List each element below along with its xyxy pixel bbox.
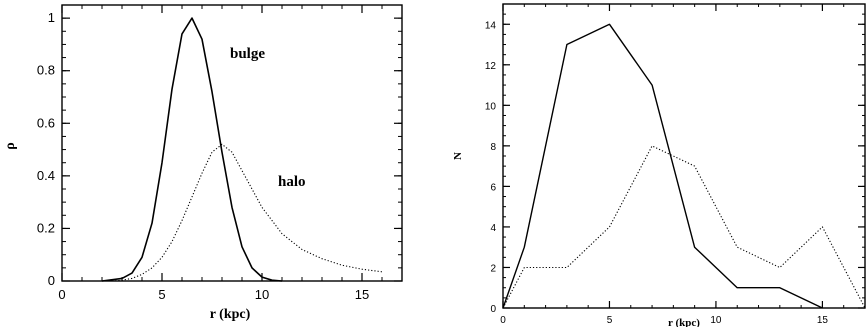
density-chart: 0 5 10 15 0 0.2 0.4 0.6 0.8 1 r (kpc) ρ bulge hal… — [3, 4, 403, 322]
left-y-tick-label: 0.8 — [37, 63, 55, 78]
right-y-tick-label: 2 — [490, 263, 496, 274]
left-y-tick-label: 0.4 — [37, 168, 55, 183]
right-y-tick-label: 14 — [485, 20, 497, 31]
right-xlabel: r (kpc) — [668, 317, 700, 327]
left-x-tick-label: 15 — [355, 287, 369, 302]
right-x-tick-label: 10 — [710, 315, 722, 326]
left-x-tick-label: 0 — [58, 287, 65, 302]
right-y-tick-label: 8 — [490, 142, 496, 153]
right-ticks: 0 5 10 15 0 2 4 6 8 10 12 14 — [485, 3, 866, 326]
right-y-tick-label: 6 — [490, 182, 496, 193]
left-series-halo-line — [111, 143, 383, 282]
left-ylabel: ρ — [3, 142, 18, 150]
annotation-bulge: bulge — [230, 46, 265, 62]
left-plot-frame — [61, 4, 403, 282]
left-xlabel: r (kpc) — [210, 307, 251, 322]
annotation-halo: halo — [278, 174, 306, 190]
left-y-tick-label: 0.2 — [37, 220, 55, 235]
right-y-tick-label: 12 — [485, 61, 497, 72]
left-x-tick-label: 5 — [158, 287, 165, 302]
right-series-solid-0-line — [502, 23, 823, 309]
right-y-tick-label: 4 — [490, 223, 496, 234]
left-series — [101, 17, 383, 282]
left-y-tick-label: 0 — [48, 273, 55, 288]
left-x-tick-label: 10 — [255, 287, 269, 302]
left-y-tick-label: 0.6 — [37, 115, 55, 130]
left-series-bulge-line — [101, 17, 283, 282]
right-plot-frame — [502, 3, 866, 309]
right-series-dotted-1-line — [502, 145, 866, 309]
right-series — [502, 23, 866, 309]
right-x-tick-label: 0 — [500, 315, 506, 326]
right-x-tick-label: 5 — [607, 315, 613, 326]
count-chart: 0 5 10 15 0 2 4 6 8 10 12 14 r (kpc) N — [452, 3, 866, 327]
right-y-tick-label: 10 — [485, 101, 497, 112]
right-x-tick-label: 15 — [817, 315, 829, 326]
right-ylabel: N — [452, 152, 464, 160]
right-y-tick-label: 0 — [490, 304, 496, 315]
left-ticks: 0 5 10 15 0 0.2 0.4 0.6 0.8 1 — [37, 4, 403, 302]
left-y-tick-label: 1 — [48, 10, 55, 25]
